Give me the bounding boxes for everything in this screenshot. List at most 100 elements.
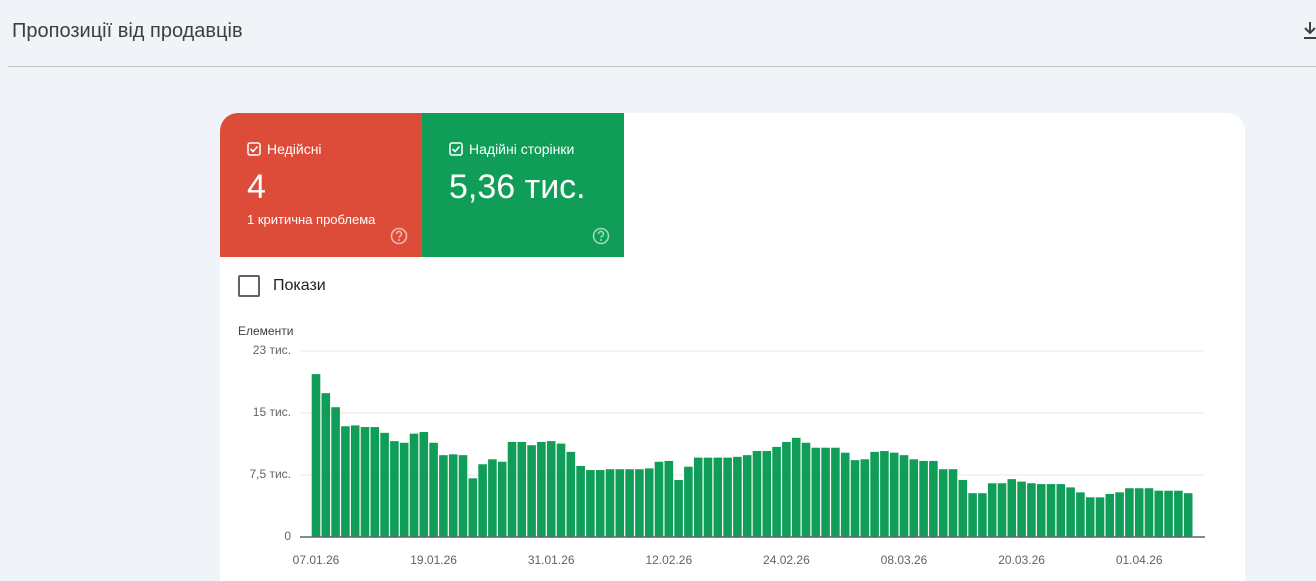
bar — [850, 460, 860, 537]
bar — [497, 461, 507, 537]
checkbox[interactable] — [449, 142, 463, 156]
bar — [1144, 488, 1154, 537]
help-icon[interactable] — [390, 227, 408, 245]
bar — [733, 456, 742, 537]
bar — [1125, 488, 1134, 537]
tile-note: 1 критична проблема — [247, 212, 376, 227]
bar — [742, 455, 752, 537]
bar — [791, 437, 801, 537]
checkbox[interactable] — [247, 142, 261, 156]
tile-label: Недійсні — [267, 141, 322, 157]
bar — [586, 470, 595, 537]
bar — [644, 468, 654, 537]
bar — [831, 447, 840, 537]
bar — [968, 493, 977, 537]
bar — [331, 407, 340, 537]
bar — [537, 441, 546, 537]
page-title: Пропозиції від продавців — [12, 20, 243, 42]
bar — [664, 460, 674, 537]
bar — [517, 441, 527, 537]
bar — [1017, 481, 1026, 537]
y-axis-title: Елементи — [238, 324, 293, 338]
bar — [527, 445, 536, 537]
x-tick-label: 24.02.26 — [763, 553, 810, 567]
bar — [439, 455, 448, 537]
bar — [1085, 497, 1095, 537]
bar — [821, 447, 830, 537]
bar — [625, 469, 634, 537]
bar — [997, 483, 1007, 537]
bar — [772, 446, 781, 537]
chart: Елементи 0 7,5 тис. 15 тис. 23 тис. 07.01.26… — [238, 324, 1205, 567]
y-tick-label: 15 тис. — [253, 405, 291, 419]
toggle-label: Покази — [273, 277, 326, 294]
bar — [958, 479, 968, 537]
bar — [811, 447, 821, 537]
y-tick-label: 23 тис. — [253, 343, 291, 357]
bar — [507, 441, 517, 537]
download-icon[interactable] — [1304, 22, 1316, 40]
bar — [360, 427, 370, 537]
bar — [899, 455, 909, 537]
x-tick-label: 07.01.26 — [293, 553, 340, 567]
bar — [1066, 487, 1075, 537]
bar — [419, 432, 429, 537]
bar — [546, 441, 556, 537]
bar — [409, 433, 419, 537]
bar — [782, 441, 791, 537]
bar — [929, 460, 938, 537]
bar — [468, 478, 478, 537]
bar — [713, 457, 723, 537]
bar — [870, 451, 879, 537]
bar — [938, 469, 948, 537]
bar — [429, 442, 438, 537]
bar — [987, 483, 997, 537]
bar — [978, 493, 987, 537]
bar — [1076, 492, 1085, 537]
bar — [605, 469, 615, 537]
bar — [341, 426, 350, 537]
bar — [321, 393, 331, 537]
bar — [1164, 490, 1173, 537]
checkbox[interactable] — [238, 275, 260, 297]
bar — [654, 461, 664, 537]
tile-label: Надійні сторінки — [469, 141, 575, 157]
bar — [1183, 493, 1193, 537]
bar — [948, 469, 958, 537]
bar — [311, 374, 321, 537]
bar — [458, 455, 468, 537]
bar — [1105, 494, 1115, 537]
bar — [801, 442, 811, 537]
bar — [595, 470, 605, 537]
bar — [350, 425, 360, 537]
tile-value: 4 — [247, 168, 266, 206]
bar — [1007, 479, 1017, 537]
bar — [1154, 490, 1164, 537]
bar — [478, 464, 487, 537]
x-tick-label: 01.04.26 — [1116, 553, 1163, 567]
bar — [556, 443, 566, 537]
bar — [703, 457, 713, 537]
toggle[interactable]: Покази — [238, 275, 326, 297]
bar — [1115, 492, 1124, 537]
bar — [488, 459, 497, 537]
bar — [684, 466, 693, 537]
bar — [615, 469, 625, 537]
bar — [762, 451, 772, 537]
bar — [576, 465, 585, 537]
bar — [566, 451, 576, 537]
bar — [370, 427, 380, 537]
bar — [752, 451, 762, 537]
x-tick-label: 12.02.26 — [645, 553, 692, 567]
bar — [635, 469, 644, 537]
divider — [8, 66, 1316, 67]
bar — [448, 454, 458, 537]
bar — [919, 460, 928, 537]
help-icon[interactable] — [592, 227, 610, 245]
y-tick-label: 7,5 тис. — [249, 467, 291, 481]
metric-tile[interactable]: Надійні сторінки 5,36 тис. — [422, 113, 624, 257]
metric-tile[interactable]: Недійсні 4 1 критична проблема — [220, 113, 422, 257]
x-tick-label: 08.03.26 — [881, 553, 928, 567]
bar — [840, 452, 850, 537]
